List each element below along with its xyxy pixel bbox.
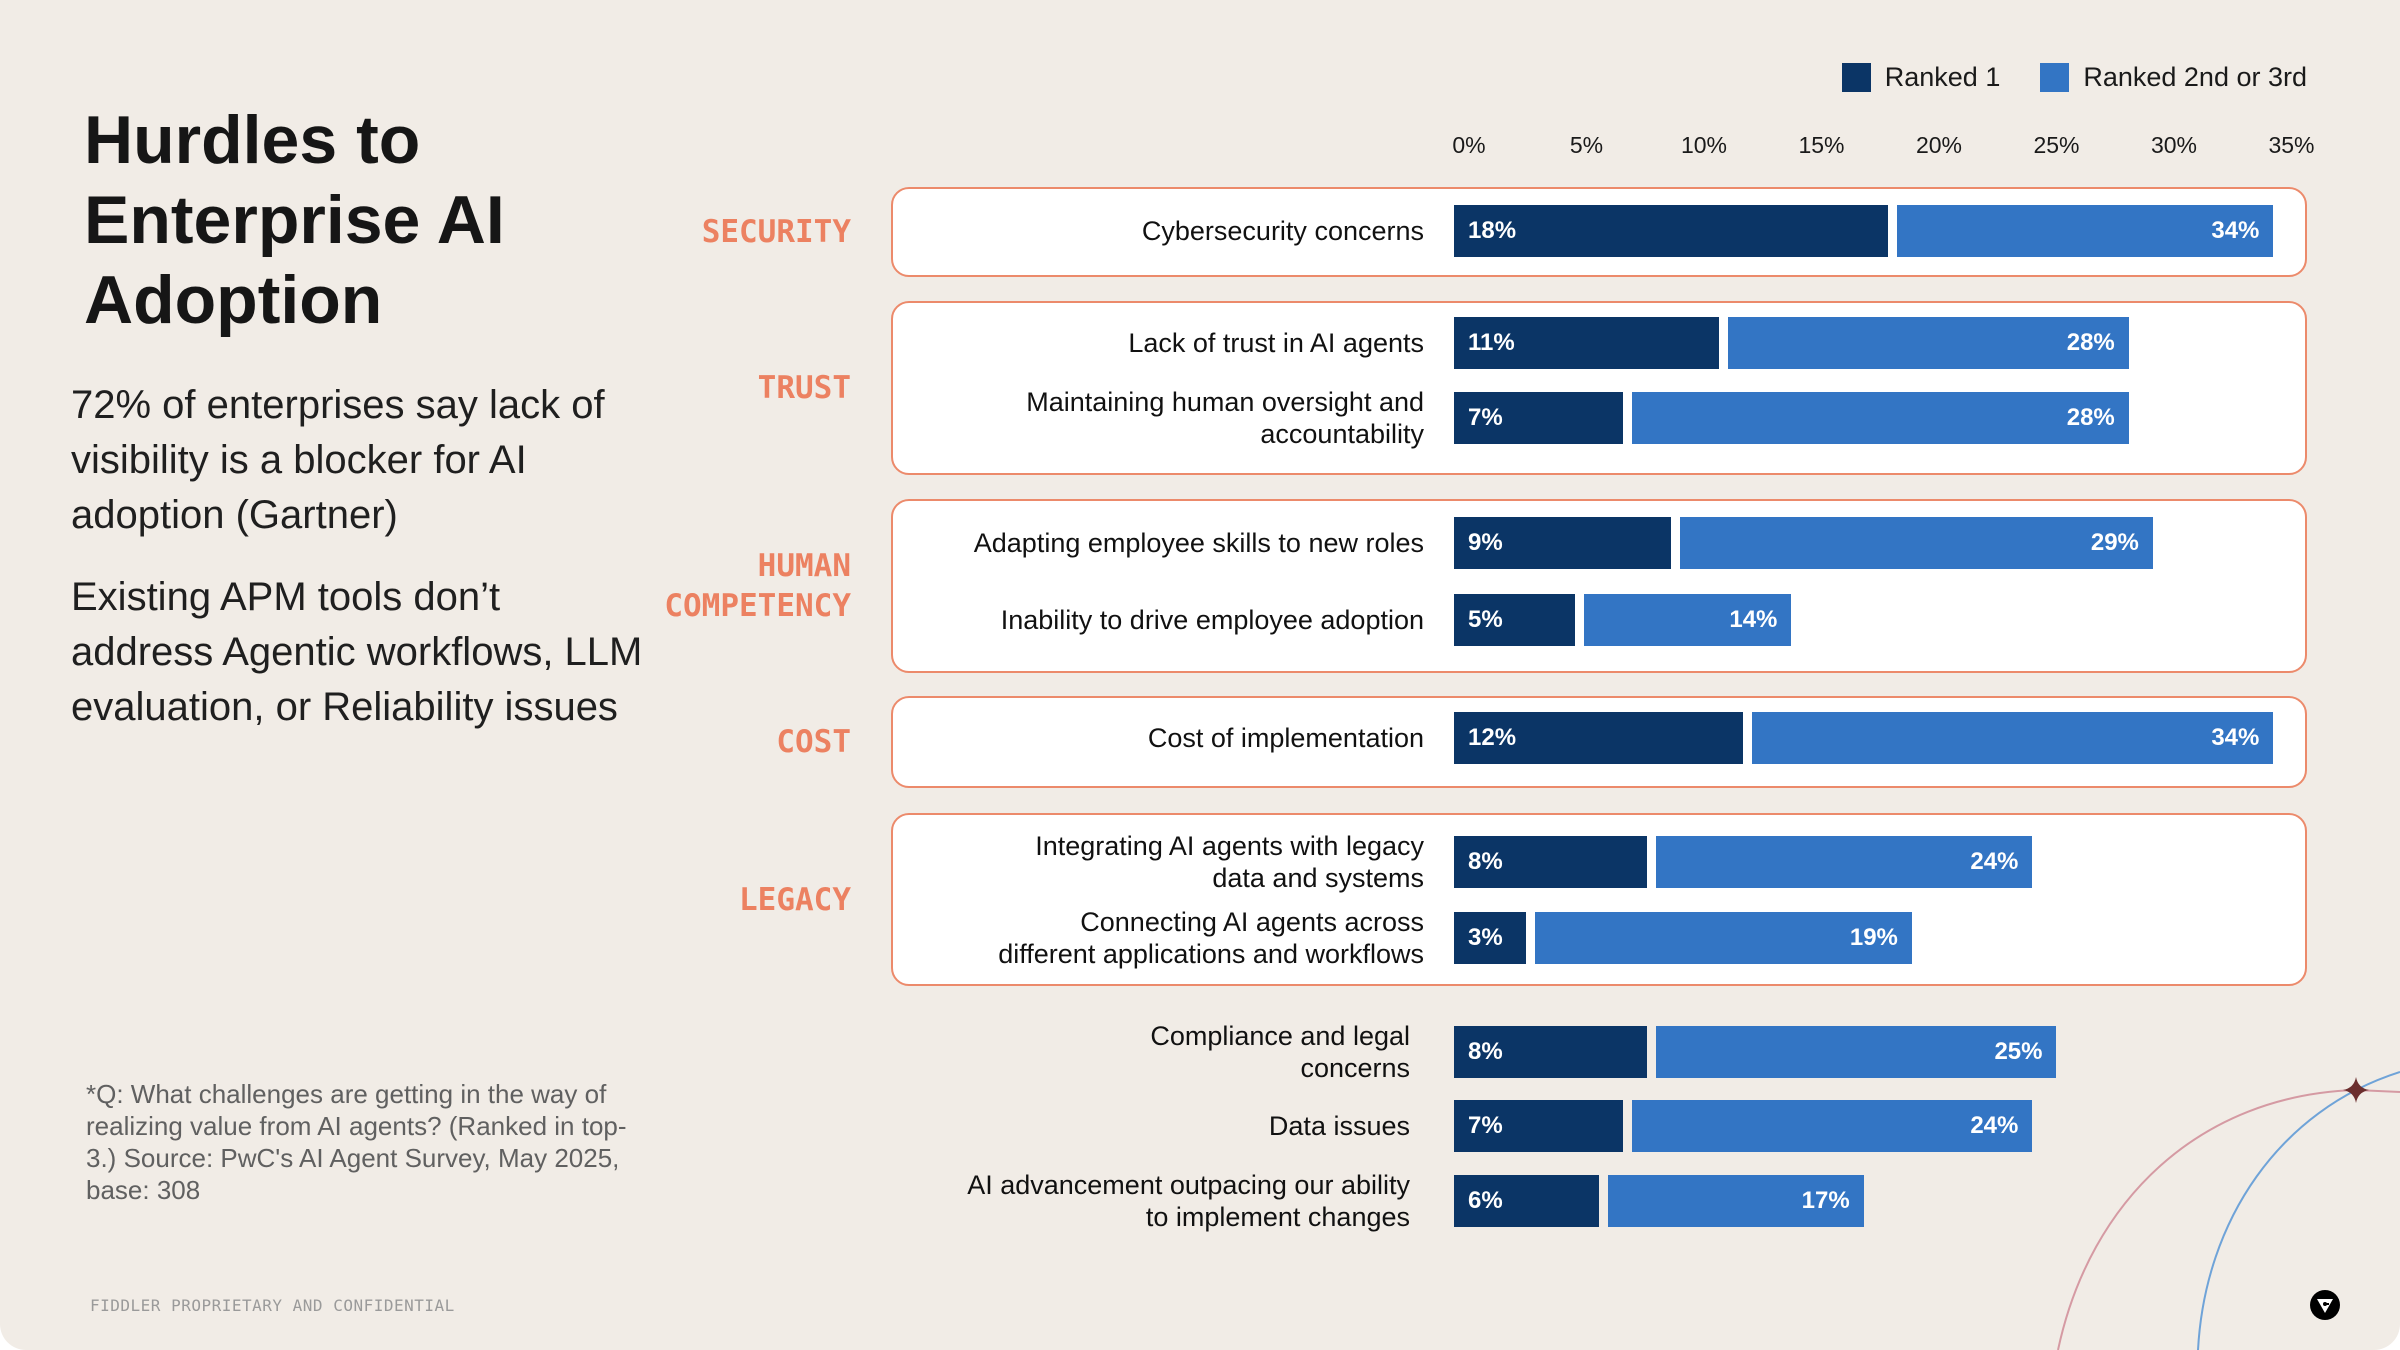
bar-ranked-2-3: 28%: [1728, 317, 2129, 369]
data-label: 9%: [1468, 529, 1503, 556]
bar-ranked-1: 12%: [1454, 712, 1744, 764]
x-tick-label: 5%: [1569, 132, 1604, 158]
source-footnote: *Q: What challenges are getting in the w…: [86, 1079, 627, 1205]
bar-ranked-1: 11%: [1454, 317, 1720, 369]
data-label: 3%: [1468, 924, 1503, 951]
data-label: 28%: [2066, 404, 2115, 431]
x-tick-label: 15%: [1798, 132, 1845, 158]
data-label: 11%: [1468, 329, 1515, 356]
category-label: Adapting employee skills to new roles: [973, 528, 1424, 558]
bar-ranked-1: 8%: [1454, 1026, 1647, 1078]
x-tick-label: 30%: [2150, 132, 2198, 158]
x-tick-label: 10%: [1680, 132, 1728, 158]
sparkle-icon: [2343, 1077, 2369, 1103]
category-label: Cost of implementation: [1147, 723, 1424, 753]
bar-ranked-1: 9%: [1454, 517, 1671, 569]
legend-ranked-1: Ranked 1: [1841, 62, 2001, 93]
data-label: 28%: [2066, 329, 2115, 356]
category-label: Maintaining human oversight and accounta…: [1026, 387, 1424, 449]
data-label: 17%: [1801, 1187, 1850, 1214]
legend-label: Ranked 2nd or 3rd: [2083, 62, 2307, 92]
category-label: AI advancement outpacing our ability to …: [967, 1170, 1410, 1232]
bar-ranked-1: 18%: [1454, 205, 1888, 257]
group-label: LEGACY: [739, 881, 851, 918]
bar-ranked-2-3: 17%: [1607, 1175, 1864, 1227]
category-label: Lack of trust in AI agents: [1128, 328, 1424, 358]
data-label: 6%: [1468, 1187, 1503, 1214]
data-label: 24%: [1970, 848, 2019, 875]
bar-ranked-1: 3%: [1454, 912, 1527, 964]
category-label: Inability to drive employee adoption: [1000, 605, 1424, 635]
data-label: 8%: [1468, 1038, 1503, 1065]
category-label: Integrating AI agents with legacy data a…: [1035, 831, 1424, 893]
legend-swatch-ranked-2-3: [2040, 63, 2070, 92]
data-label: 19%: [1849, 924, 1898, 951]
x-tick-label: 20%: [1915, 132, 1963, 158]
bar-ranked-2-3: 25%: [1655, 1026, 2057, 1078]
legend-swatch-ranked-1: [1841, 63, 1871, 92]
data-label: 29%: [2090, 529, 2139, 556]
data-label: 7%: [1468, 404, 1503, 431]
bar-ranked-1: 7%: [1454, 1100, 1623, 1152]
bar-ranked-2-3: 19%: [1535, 912, 1912, 964]
confidential-footer: FIDDLER PROPRIETARY AND CONFIDENTIAL: [90, 1296, 455, 1315]
bar-ranked-2-3: 29%: [1679, 517, 2153, 569]
data-label: 7%: [1468, 1112, 1503, 1139]
bar-ranked-2-3: 34%: [1752, 712, 2274, 764]
legend-ranked-2-3: Ranked 2nd or 3rd: [2040, 62, 2307, 93]
apm-gap-text: Existing APM tools don’t address Agentic…: [71, 575, 643, 729]
group-label: SECURITY: [701, 214, 851, 250]
category-label: Data issues: [1268, 1111, 1410, 1141]
group-label: COST: [776, 724, 851, 760]
bar-ranked-2-3: 28%: [1631, 392, 2129, 444]
data-label: 24%: [1970, 1112, 2019, 1139]
bar-ranked-2-3: 24%: [1631, 1100, 2033, 1152]
bar-ranked-2-3: 34%: [1896, 205, 2274, 257]
x-tick-label: 25%: [2033, 132, 2080, 158]
bar-ranked-1: 5%: [1454, 594, 1575, 646]
data-label: 18%: [1468, 217, 1517, 244]
data-label: 12%: [1468, 724, 1517, 751]
page-title: Hurdles to Enterprise AI Adoption: [84, 102, 505, 338]
data-label: 34%: [2211, 724, 2260, 751]
blue-arc: [2197, 1071, 2400, 1350]
chart-legend: Ranked 1 Ranked 2nd or 3rd: [1802, 62, 2307, 93]
group-label: HUMAN COMPETENCY: [664, 548, 851, 624]
gartner-stat-text: 72% of enterprises say lack of visibilit…: [71, 383, 605, 537]
group-label: TRUST: [757, 370, 851, 406]
data-label: 25%: [1994, 1038, 2043, 1065]
category-label: Cybersecurity concerns: [1141, 216, 1424, 246]
category-label: Connecting AI agents across different ap…: [998, 907, 1424, 969]
data-label: 5%: [1468, 606, 1503, 633]
bar-ranked-1: 6%: [1454, 1175, 1599, 1227]
bar-ranked-2-3: 14%: [1583, 594, 1792, 646]
bar-ranked-2-3: 24%: [1655, 836, 2033, 888]
x-tick-label: 0%: [1452, 132, 1486, 158]
pink-arc: [2057, 1088, 2400, 1350]
legend-label: Ranked 1: [1884, 62, 2001, 92]
x-tick-label: 35%: [2268, 132, 2315, 158]
data-label: 14%: [1729, 606, 1778, 633]
category-label: Compliance and legal concerns: [1150, 1021, 1410, 1083]
fiddler-logo-icon: [2310, 1290, 2340, 1320]
bar-ranked-1: 8%: [1454, 836, 1647, 888]
data-label: 8%: [1468, 848, 1503, 875]
bar-ranked-1: 7%: [1454, 392, 1623, 444]
data-label: 34%: [2211, 217, 2260, 244]
